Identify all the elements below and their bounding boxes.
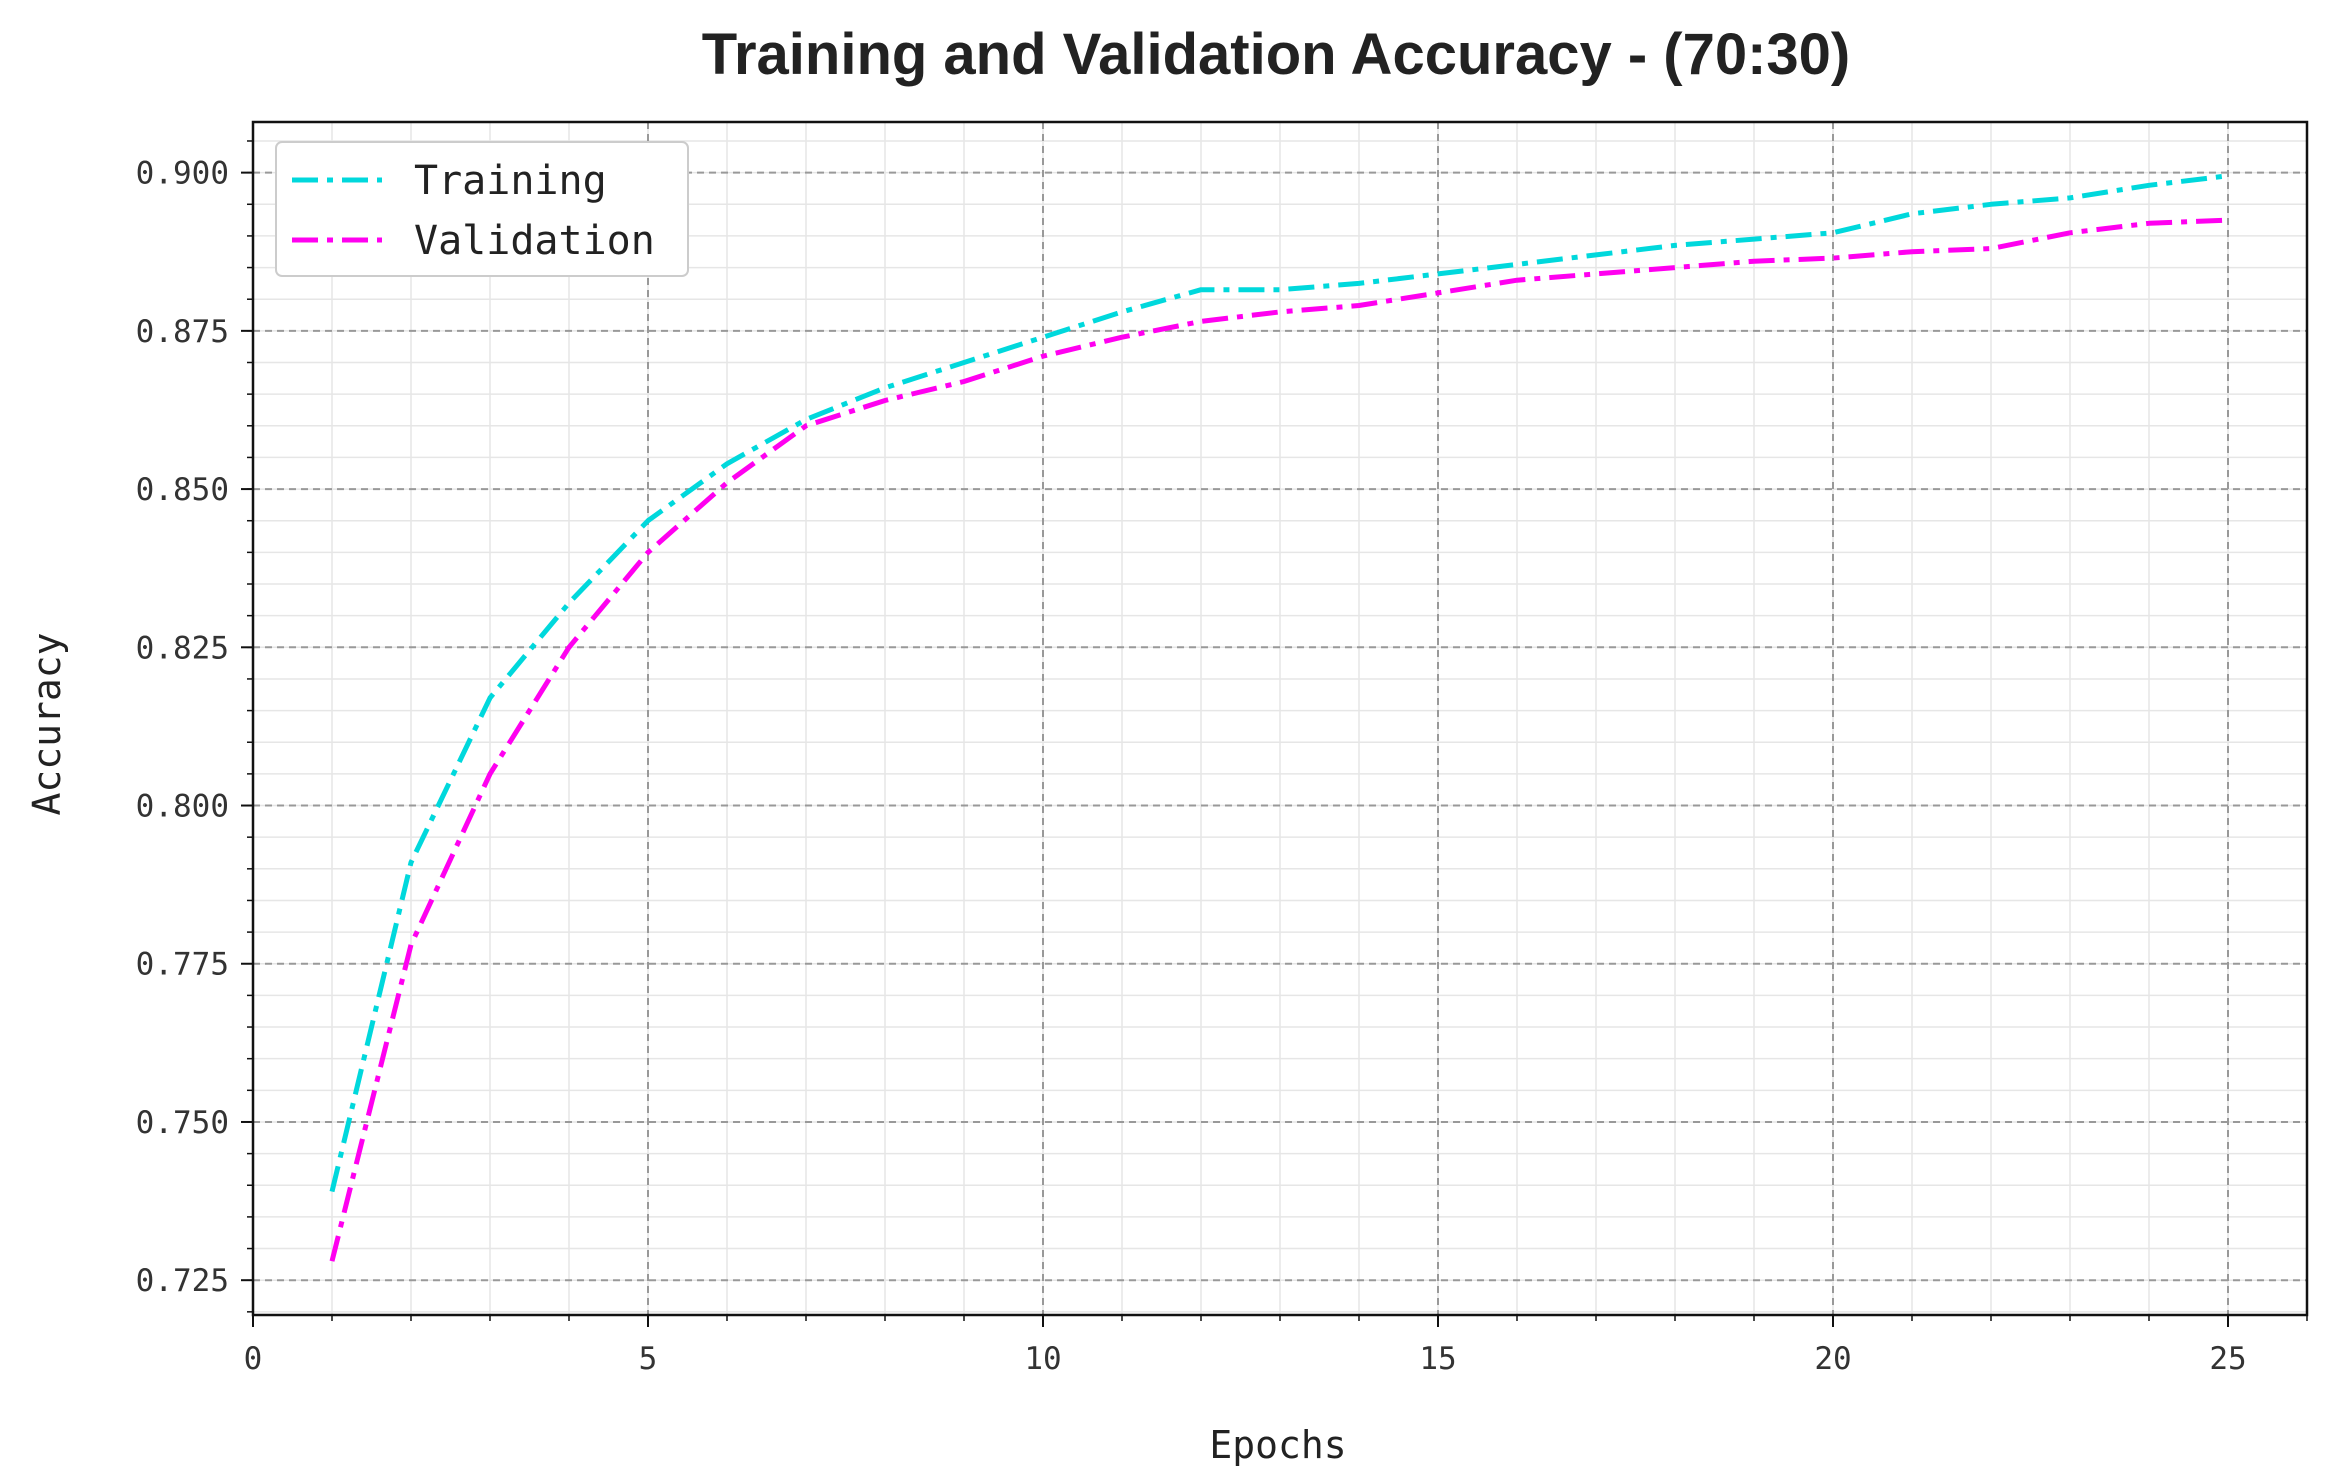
x-tick-label: 0: [244, 1341, 263, 1377]
x-tick-label: 20: [1814, 1341, 1851, 1377]
chart-title: Training and Validation Accuracy - (70:3…: [702, 22, 1851, 87]
y-tick-label: 0.875: [136, 314, 229, 350]
series-layer: [329, 173, 2229, 1262]
y-tick-label: 0.850: [136, 472, 229, 508]
y-tick-label: 0.800: [136, 789, 229, 825]
plot-frame: [251, 120, 2309, 1317]
x-tick-label: 15: [1419, 1341, 1456, 1377]
y-tick-labels: 0.725 0.750 0.775 0.800 0.825 0.850 0.875 0.900: [136, 156, 229, 1300]
y-tick-label: 0.900: [136, 156, 229, 192]
legend-label-validation: Validation: [414, 218, 655, 264]
x-tick-label: 5: [639, 1341, 658, 1377]
y-axis-label: Accuracy: [25, 632, 69, 815]
y-tick-label: 0.750: [136, 1105, 229, 1141]
legend: Training Validation: [275, 141, 689, 277]
y-tick-label: 0.725: [136, 1263, 229, 1299]
minor-grid: [252, 122, 2308, 1315]
y-tick-label: 0.825: [136, 630, 229, 666]
x-axis-label: Epochs: [1209, 1423, 1346, 1467]
x-tick-label: 10: [1024, 1341, 1061, 1377]
y-tick-label: 0.775: [136, 947, 229, 983]
legend-label-training: Training: [414, 158, 607, 204]
major-grid: [252, 122, 2307, 1315]
x-tick-label: 25: [2209, 1341, 2246, 1377]
x-tick-labels: 0 5 10 15 20 25: [244, 1341, 2247, 1377]
